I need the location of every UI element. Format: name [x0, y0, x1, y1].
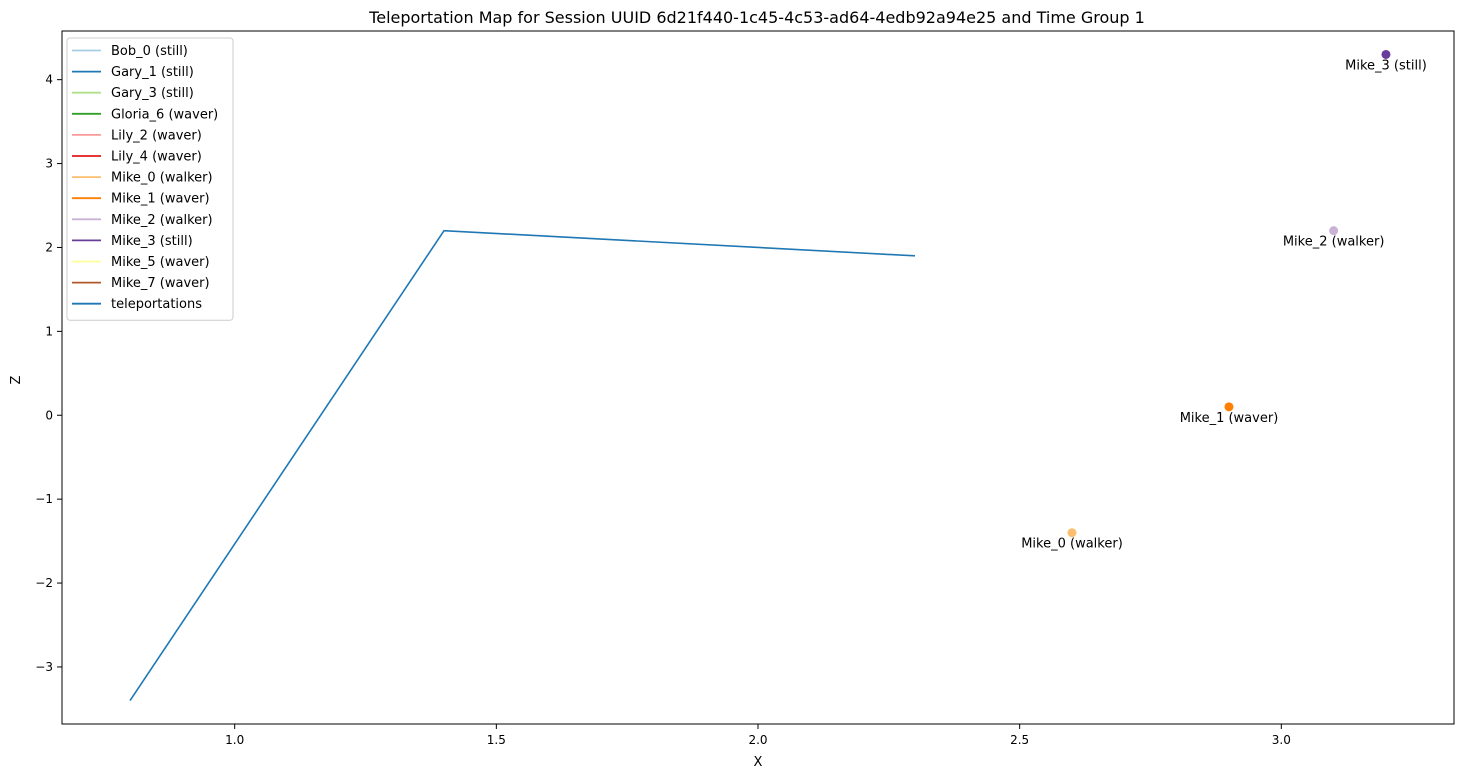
legend-label: Mike_5 (waver) [111, 255, 210, 270]
y-tick-label: −1 [35, 492, 53, 506]
legend-label: Mike_1 (waver) [111, 192, 210, 207]
participant-point [1067, 528, 1077, 538]
participant-point [1224, 402, 1234, 412]
legend-label: teleportations [111, 297, 202, 312]
participant-point-label: Mike_3 (still) [1345, 58, 1427, 73]
participant-point [1381, 49, 1391, 59]
x-tick-label: 1.0 [225, 733, 244, 747]
participant-point-label: Mike_1 (waver) [1180, 411, 1279, 426]
legend-box [66, 37, 234, 321]
legend-label: Gary_1 (still) [111, 65, 194, 80]
legend-label: Lily_2 (waver) [111, 128, 202, 143]
participant-point-label: Mike_2 (walker) [1283, 235, 1385, 250]
x-tick-label: 2.0 [748, 733, 767, 747]
chart-title: Teleportation Map for Session UUID 6d21f… [368, 8, 1145, 27]
y-tick-label: 2 [45, 240, 53, 254]
teleportations-line [129, 229, 916, 701]
legend-label: Gloria_6 (waver) [111, 107, 218, 122]
x-axis-label: X [754, 755, 763, 770]
legend-label: Mike_7 (waver) [111, 276, 210, 291]
legend-label: Mike_0 (walker) [111, 171, 213, 186]
legend: Bob_0 (still) Gary_1 (still) Gary_3 (still… [66, 37, 234, 321]
participant-point-label: Mike_0 (walker) [1021, 537, 1123, 552]
legend-label: Mike_2 (walker) [111, 213, 213, 228]
legend-label: Bob_0 (still) [111, 44, 188, 59]
participant-point [1329, 226, 1339, 236]
y-tick-label: 3 [45, 157, 53, 171]
y-tick-label: 4 [45, 73, 53, 87]
y-tick-label: 0 [45, 408, 53, 422]
legend-label: Lily_4 (waver) [111, 150, 202, 165]
x-tick-label: 3.0 [1272, 733, 1291, 747]
y-tick-label: −2 [35, 576, 53, 590]
y-axis-label: Z [9, 375, 24, 384]
plot-area: Mike_3 (still) Mike_2 (walker) Mike_1 (wav… [129, 49, 1427, 701]
legend-label: Gary_3 (still) [111, 86, 194, 101]
legend-label: Mike_3 (still) [111, 234, 193, 249]
y-tick-label: 1 [45, 324, 53, 338]
x-tick-label: 2.5 [1010, 733, 1029, 747]
y-tick-label: −3 [35, 660, 53, 674]
x-tick-label: 1.5 [487, 733, 506, 747]
